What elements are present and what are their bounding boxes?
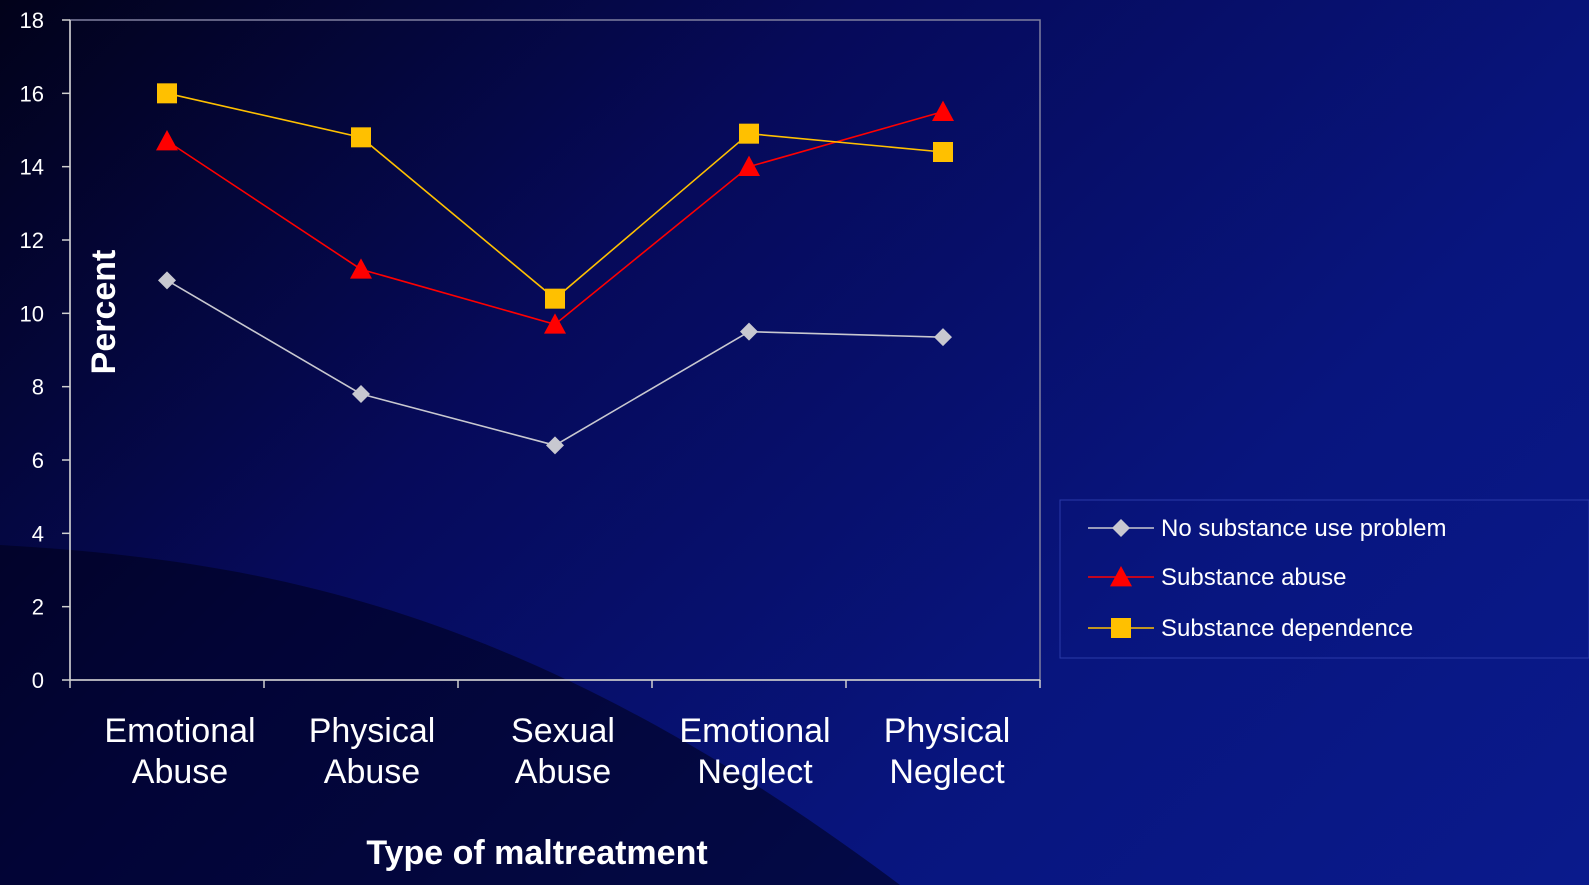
data-point	[158, 271, 176, 290]
series-2	[156, 100, 954, 334]
series-1	[158, 271, 952, 455]
data-point	[546, 436, 564, 455]
y-tick-label: 14	[20, 155, 44, 180]
series-3	[157, 83, 953, 309]
y-ticks: 0 2 4 6 8 10 12 14 16 18	[20, 8, 70, 693]
legend-label: Substance dependence	[1161, 615, 1413, 642]
legend-item: Substance abuse	[1088, 564, 1346, 591]
legend-label: Substance abuse	[1161, 564, 1346, 591]
data-point	[156, 130, 178, 151]
series-layer	[156, 83, 954, 455]
y-tick-label: 10	[20, 301, 44, 326]
x-ticks: Emotional Abuse Physical Abuse Sexual Abuse Em…	[69, 680, 1041, 791]
legend-marker	[1110, 566, 1132, 587]
y-tick-label: 2	[32, 595, 44, 620]
x-tick-label: Sexual Abuse	[511, 712, 615, 791]
y-tick-label: 8	[32, 375, 44, 400]
legend-marker	[1112, 519, 1130, 537]
background-swoosh	[0, 545, 900, 885]
data-point	[934, 328, 952, 347]
y-tick-label: 18	[20, 8, 44, 33]
data-point	[739, 123, 759, 144]
y-tick-label: 12	[20, 228, 44, 253]
data-point	[740, 322, 758, 341]
legend-box	[1059, 499, 1589, 659]
y-tick-label: 16	[20, 81, 44, 106]
y-tick-label: 0	[32, 668, 44, 693]
legend-marker	[1111, 618, 1131, 638]
y-axis-title: Percent	[85, 250, 123, 375]
x-tick-label: Physical Abuse	[309, 712, 436, 791]
data-point	[350, 258, 372, 279]
data-point	[351, 127, 371, 148]
legend-label: No substance use problem	[1161, 515, 1447, 542]
x-tick-label: Physical Neglect	[884, 712, 1011, 791]
data-point	[933, 142, 953, 162]
data-point	[544, 313, 566, 334]
y-tick-label: 6	[32, 448, 44, 473]
data-point	[352, 385, 370, 403]
data-point	[157, 83, 177, 104]
data-point	[932, 100, 954, 122]
legend-item: No substance use problem	[1088, 515, 1447, 542]
series-line	[166, 92, 944, 300]
y-tick-label: 4	[32, 521, 44, 546]
legend: No substance use problem Substance abuse S…	[1088, 515, 1447, 642]
data-point	[738, 155, 760, 177]
x-axis-title: Type of maltreatment	[366, 834, 707, 872]
x-tick-label: Emotional Neglect	[679, 712, 830, 791]
x-tick-label: Emotional Abuse	[104, 712, 255, 791]
data-point	[545, 288, 565, 309]
legend-item: Substance dependence	[1088, 615, 1413, 642]
